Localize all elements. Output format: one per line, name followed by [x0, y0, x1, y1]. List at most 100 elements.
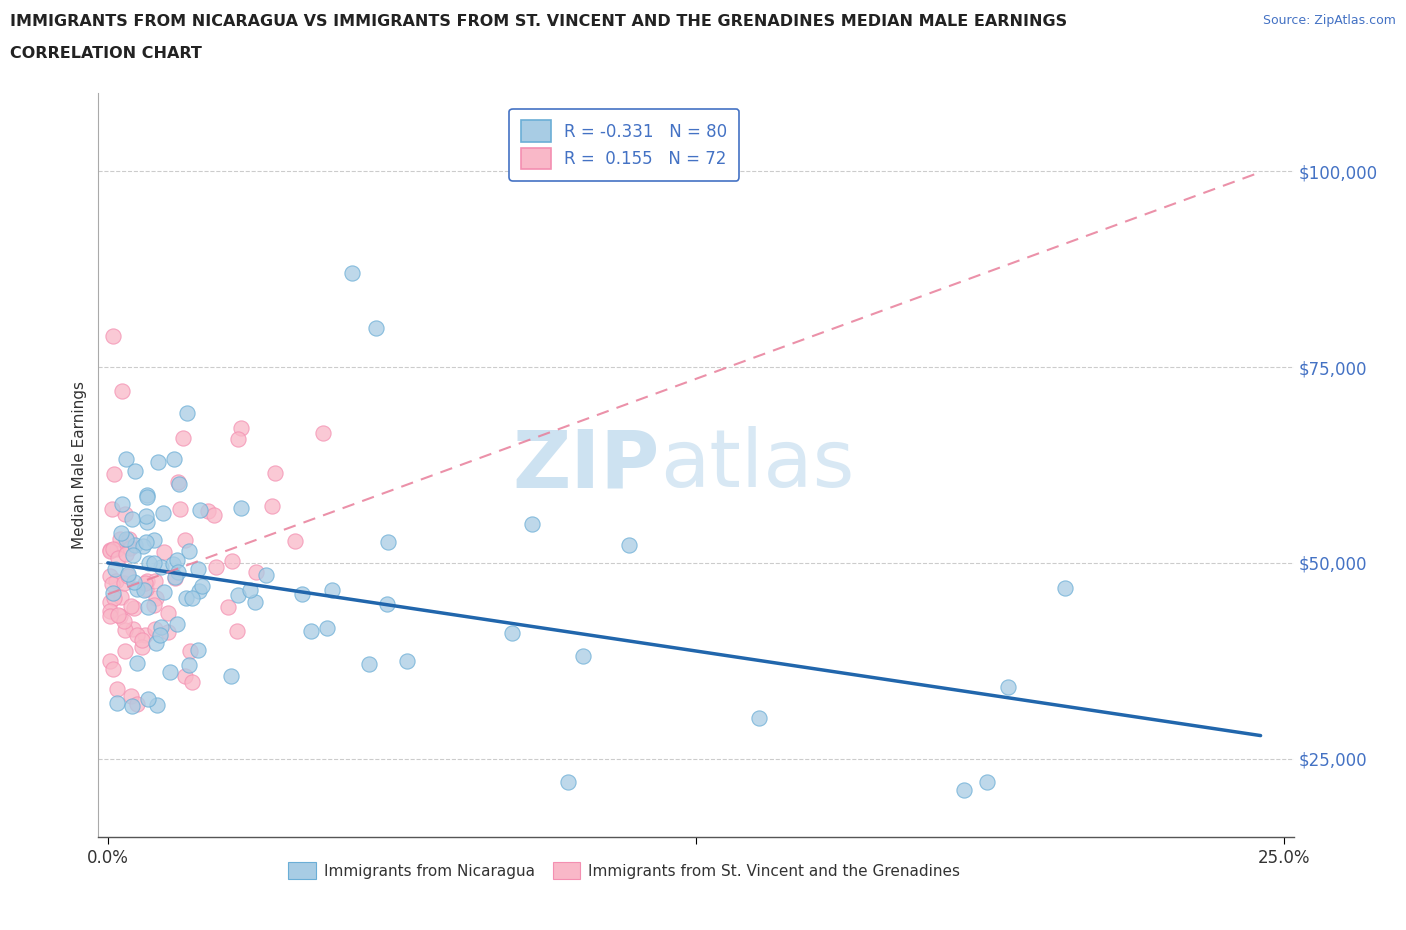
- Point: [143, 574, 166, 589]
- Point: [118, 531, 141, 546]
- Text: IMMIGRANTS FROM NICARAGUA VS IMMIGRANTS FROM ST. VINCENT AND THE GRENADINES MEDI: IMMIGRANTS FROM NICARAGUA VS IMMIGRANTS …: [10, 14, 1067, 29]
- Text: ZIP: ZIP: [513, 426, 661, 504]
- Point: [136, 489, 159, 504]
- Point: [118, 540, 141, 555]
- Point: [148, 627, 170, 642]
- Point: [120, 688, 142, 703]
- Point: [1054, 581, 1077, 596]
- Point: [127, 581, 149, 596]
- Point: [135, 535, 157, 550]
- Point: [239, 582, 262, 597]
- Point: [204, 559, 226, 574]
- Point: [124, 464, 146, 479]
- Point: [174, 669, 197, 684]
- Point: [375, 596, 398, 611]
- Point: [111, 383, 134, 398]
- Point: [117, 568, 139, 583]
- Point: [122, 601, 145, 616]
- Point: [153, 584, 176, 599]
- Point: [146, 698, 169, 712]
- Point: [143, 598, 166, 613]
- Point: [260, 498, 283, 513]
- Point: [98, 595, 121, 610]
- Point: [316, 621, 339, 636]
- Point: [124, 538, 146, 552]
- Point: [225, 624, 247, 639]
- Point: [108, 531, 131, 546]
- Point: [114, 547, 136, 562]
- Point: [100, 501, 122, 516]
- Point: [284, 534, 307, 549]
- Point: [167, 565, 190, 579]
- Point: [101, 586, 124, 601]
- Point: [136, 691, 159, 706]
- Point: [152, 506, 174, 521]
- Point: [181, 674, 204, 689]
- Point: [101, 542, 124, 557]
- Point: [134, 576, 156, 591]
- Text: atlas: atlas: [661, 426, 855, 504]
- Point: [163, 569, 186, 584]
- Point: [105, 696, 128, 711]
- Point: [110, 525, 132, 540]
- Point: [138, 555, 160, 570]
- Point: [122, 548, 145, 563]
- Point: [98, 568, 121, 583]
- Point: [501, 626, 523, 641]
- Point: [150, 559, 173, 574]
- Point: [98, 653, 121, 668]
- Point: [179, 644, 201, 658]
- Point: [122, 574, 145, 589]
- Point: [107, 607, 129, 622]
- Point: [107, 551, 129, 565]
- Point: [202, 508, 225, 523]
- Point: [163, 451, 186, 466]
- Point: [100, 604, 122, 618]
- Point: [364, 321, 387, 336]
- Point: [172, 431, 194, 445]
- Point: [321, 582, 343, 597]
- Point: [134, 628, 156, 643]
- Point: [181, 591, 204, 605]
- Point: [98, 608, 121, 623]
- Point: [132, 583, 155, 598]
- Point: [226, 432, 249, 446]
- Point: [231, 500, 253, 515]
- Y-axis label: Median Male Earnings: Median Male Earnings: [72, 381, 87, 549]
- Point: [162, 557, 184, 572]
- Point: [145, 591, 167, 606]
- Point: [103, 467, 125, 482]
- Point: [110, 590, 132, 604]
- Point: [145, 635, 167, 650]
- Point: [115, 532, 138, 547]
- Point: [98, 542, 121, 557]
- Point: [174, 591, 197, 605]
- Point: [143, 556, 166, 571]
- Point: [395, 654, 418, 669]
- Point: [342, 266, 364, 281]
- Point: [153, 545, 176, 560]
- Point: [997, 679, 1019, 694]
- Point: [121, 699, 143, 714]
- Point: [148, 455, 170, 470]
- Point: [221, 553, 243, 568]
- Point: [111, 497, 134, 512]
- Point: [176, 405, 198, 420]
- Point: [110, 609, 132, 624]
- Point: [291, 587, 314, 602]
- Point: [174, 533, 197, 548]
- Point: [104, 562, 127, 577]
- Point: [136, 600, 159, 615]
- Point: [157, 625, 180, 640]
- Legend: Immigrants from Nicaragua, Immigrants from St. Vincent and the Grenadines: Immigrants from Nicaragua, Immigrants fr…: [283, 857, 966, 885]
- Point: [135, 488, 157, 503]
- Point: [557, 775, 579, 790]
- Point: [243, 594, 266, 609]
- Point: [179, 658, 201, 672]
- Point: [197, 503, 219, 518]
- Point: [143, 621, 166, 636]
- Point: [98, 543, 121, 558]
- Point: [117, 567, 139, 582]
- Point: [114, 644, 136, 658]
- Point: [572, 648, 595, 663]
